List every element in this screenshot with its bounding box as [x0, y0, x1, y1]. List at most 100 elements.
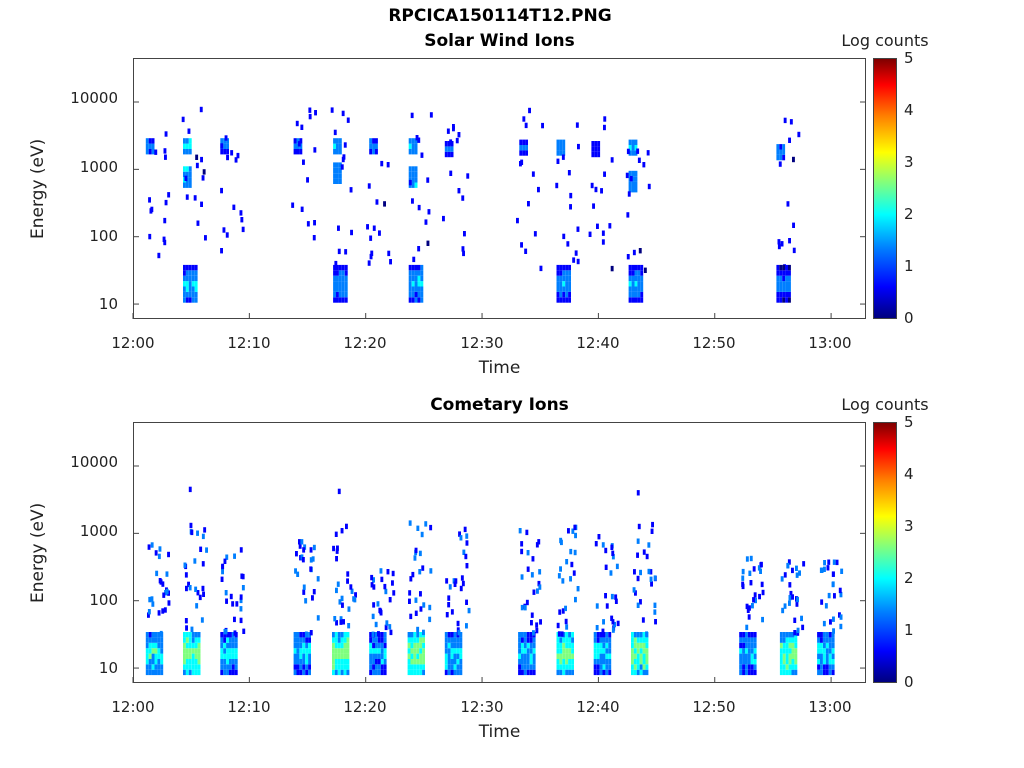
heatmap-cell: [596, 637, 600, 643]
heatmap-cell: [535, 542, 539, 548]
heatmap-cell: [634, 297, 638, 303]
heatmap-cell: [194, 642, 198, 649]
heatmap-cell: [185, 281, 189, 287]
heatmap-cell: [777, 243, 781, 250]
heatmap-cell: [825, 658, 829, 665]
heatmap-cell: [565, 642, 569, 649]
heatmap-cell: [753, 637, 757, 643]
heatmap-cell: [188, 143, 192, 149]
heatmap-cell: [223, 642, 227, 649]
heatmap-cell: [639, 637, 643, 643]
heatmap-cell: [445, 578, 449, 584]
heatmap-cell: [453, 648, 457, 654]
heatmap-cell: [417, 204, 421, 211]
heatmap-cell: [521, 642, 524, 649]
heatmap-cell: [333, 178, 336, 184]
heatmap-cell: [750, 637, 754, 643]
heatmap-cell: [817, 658, 820, 665]
heatmap-cell: [575, 122, 579, 128]
heatmap-cell: [532, 648, 536, 654]
heatmap-cell: [828, 642, 832, 649]
heatmap-cell: [779, 264, 783, 271]
heatmap-cell: [334, 632, 338, 638]
heatmap-cell: [532, 637, 536, 643]
heatmap-cell: [336, 167, 339, 174]
heatmap-cell: [226, 658, 229, 665]
heatmap-cell: [556, 653, 560, 659]
heatmap-cell: [377, 669, 381, 676]
heatmap-cell: [419, 658, 423, 665]
heatmap-cell: [456, 648, 460, 654]
heatmap-cell: [565, 286, 569, 292]
heatmap-cell: [302, 664, 306, 670]
heatmap-cell: [160, 669, 164, 676]
heatmap-cell: [639, 569, 642, 576]
heatmap-cell: [378, 230, 381, 236]
heatmap-cell: [562, 281, 566, 287]
heatmap-cell: [447, 632, 451, 638]
heatmap-cell: [560, 631, 564, 637]
y-tick-label: 10000: [70, 453, 118, 471]
heatmap-cell: [518, 528, 522, 534]
heatmap-cell: [419, 591, 422, 597]
heatmap-cell: [420, 286, 424, 292]
heatmap-cell: [461, 580, 465, 587]
heatmap-cell: [417, 246, 421, 252]
heatmap-cell: [185, 182, 189, 188]
heatmap-cell: [631, 181, 635, 187]
heatmap-cell: [420, 152, 424, 158]
heatmap-cell: [332, 545, 335, 552]
heatmap-cell: [747, 658, 751, 665]
heatmap-cell: [785, 658, 789, 665]
heatmap-cell: [194, 264, 198, 271]
heatmap-cell: [332, 669, 335, 676]
heatmap-cell: [608, 658, 612, 665]
heatmap-cell: [377, 664, 381, 670]
heatmap-cell: [526, 550, 530, 556]
heatmap-cell: [299, 648, 303, 654]
heatmap-cell: [369, 637, 373, 643]
heatmap-cell: [521, 658, 524, 665]
heatmap-cell: [565, 637, 569, 643]
heatmap-cell: [536, 588, 539, 594]
heatmap-cell: [416, 658, 420, 665]
heatmap-cell: [628, 264, 632, 271]
heatmap-cell: [782, 648, 786, 654]
heatmap-cell: [409, 576, 413, 582]
heatmap-cell: [636, 602, 640, 608]
heatmap-cell: [529, 658, 533, 665]
heatmap-cell: [225, 232, 229, 238]
heatmap-cell: [796, 627, 800, 634]
heatmap-cell: [594, 186, 598, 193]
heatmap-cell: [825, 632, 829, 638]
heatmap-cell: [188, 270, 192, 276]
heatmap-cell: [417, 291, 421, 298]
heatmap-cell: [599, 648, 603, 654]
heatmap-cell: [565, 658, 569, 665]
heatmap-cell: [453, 669, 457, 676]
heatmap-cell: [625, 172, 629, 179]
heatmap-cell: [150, 542, 154, 548]
heatmap-cell: [240, 217, 244, 223]
heatmap-cell: [785, 642, 789, 649]
heatmap-cell: [636, 648, 640, 654]
heatmap-cell: [154, 149, 158, 155]
heatmap-cell: [241, 226, 245, 233]
heatmap-cell: [416, 637, 420, 643]
heatmap-cell: [565, 664, 569, 670]
heatmap-cell: [447, 151, 451, 158]
heatmap-cell: [779, 275, 783, 282]
heatmap-cell: [653, 575, 657, 581]
heatmap-cell: [532, 658, 536, 665]
heatmap-cell: [343, 632, 347, 638]
heatmap-cell: [419, 642, 423, 649]
heatmap-cell: [383, 642, 387, 649]
heatmap-cell: [638, 248, 642, 254]
heatmap-cell: [377, 653, 381, 659]
heatmap-cell: [408, 166, 412, 172]
heatmap-cell: [535, 622, 539, 628]
heatmap-cell: [456, 669, 460, 676]
heatmap-cell: [447, 602, 451, 608]
heatmap-cell: [372, 138, 375, 144]
heatmap-cell: [561, 154, 565, 160]
